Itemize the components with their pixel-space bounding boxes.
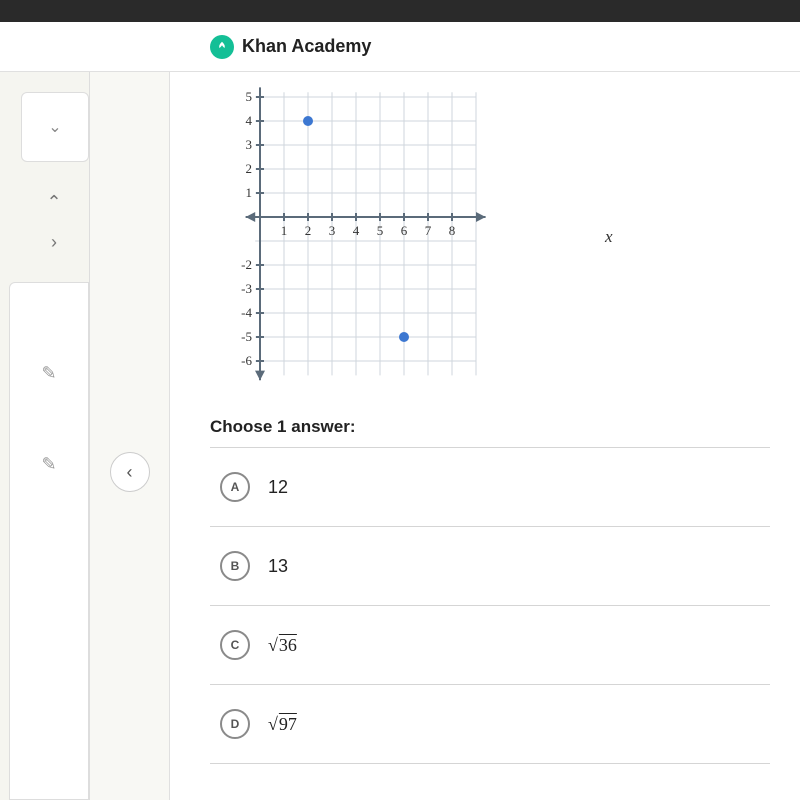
os-top-bar [0, 0, 800, 22]
answer-option-b[interactable]: B 13 [210, 527, 770, 606]
answer-options: A 12 B 13 C √36 D √97 [210, 447, 770, 764]
svg-text:-3: -3 [241, 281, 252, 296]
coordinate-graph: 1 2 3 4 5 6 7 8 1 2 3 4 5 -2 -3 -4 -5 -6 [210, 82, 770, 397]
rail-panel: ✎ ✎ [9, 282, 89, 800]
svg-text:1: 1 [281, 223, 288, 238]
rail-next[interactable]: › [19, 222, 89, 262]
svg-text:4: 4 [246, 113, 253, 128]
answer-option-d[interactable]: D √97 [210, 685, 770, 764]
svg-text:5: 5 [246, 89, 253, 104]
site-header: Khan Academy [0, 22, 800, 72]
content-area: 1234567812345-2-3-4-5-6 x Choose 1 answe… [170, 72, 800, 800]
option-value: 12 [268, 477, 288, 498]
option-letter: C [220, 630, 250, 660]
chevron-right-icon: › [51, 232, 57, 253]
khan-leaf-icon [210, 35, 234, 59]
svg-text:-4: -4 [241, 305, 252, 320]
lesson-nav-column: ‹ [90, 72, 170, 800]
svg-text:4: 4 [353, 223, 360, 238]
svg-text:2: 2 [246, 161, 253, 176]
chevron-left-icon: ‹ [127, 462, 133, 483]
brand-lockup[interactable]: Khan Academy [210, 35, 371, 59]
option-value: √97 [268, 714, 297, 735]
svg-text:2: 2 [305, 223, 312, 238]
svg-text:-6: -6 [241, 353, 252, 368]
svg-text:1: 1 [246, 185, 253, 200]
answer-option-c[interactable]: C √36 [210, 606, 770, 685]
main-layout: ⌄ ⌃ › ✎ ✎ ‹ 1234567812345-2-3-4-5-6 x Ch… [0, 72, 800, 800]
left-rail: ⌄ ⌃ › ✎ ✎ [0, 72, 90, 800]
svg-text:5: 5 [377, 223, 384, 238]
brand-name: Khan Academy [242, 36, 371, 57]
option-letter: B [220, 551, 250, 581]
svg-text:-5: -5 [241, 329, 252, 344]
edit-icon[interactable]: ✎ [41, 454, 56, 475]
option-letter: D [220, 709, 250, 739]
question-prompt: Choose 1 answer: [210, 417, 770, 437]
rail-up[interactable]: ⌃ [19, 182, 89, 222]
rail-collapse-card[interactable]: ⌄ [21, 92, 89, 162]
edit-icon[interactable]: ✎ [41, 363, 56, 384]
option-value: 13 [268, 556, 288, 577]
svg-text:7: 7 [425, 223, 432, 238]
svg-text:8: 8 [449, 223, 456, 238]
x-axis-label: x [605, 227, 613, 247]
answer-option-a[interactable]: A 12 [210, 448, 770, 527]
option-value: √36 [268, 635, 297, 656]
option-letter: A [220, 472, 250, 502]
previous-button[interactable]: ‹ [110, 452, 150, 492]
svg-text:3: 3 [246, 137, 253, 152]
svg-text:3: 3 [329, 223, 336, 238]
svg-text:-2: -2 [241, 257, 252, 272]
svg-text:6: 6 [401, 223, 408, 238]
chevron-up-icon: ⌃ [46, 192, 61, 213]
chevron-down-icon: ⌄ [48, 117, 61, 137]
